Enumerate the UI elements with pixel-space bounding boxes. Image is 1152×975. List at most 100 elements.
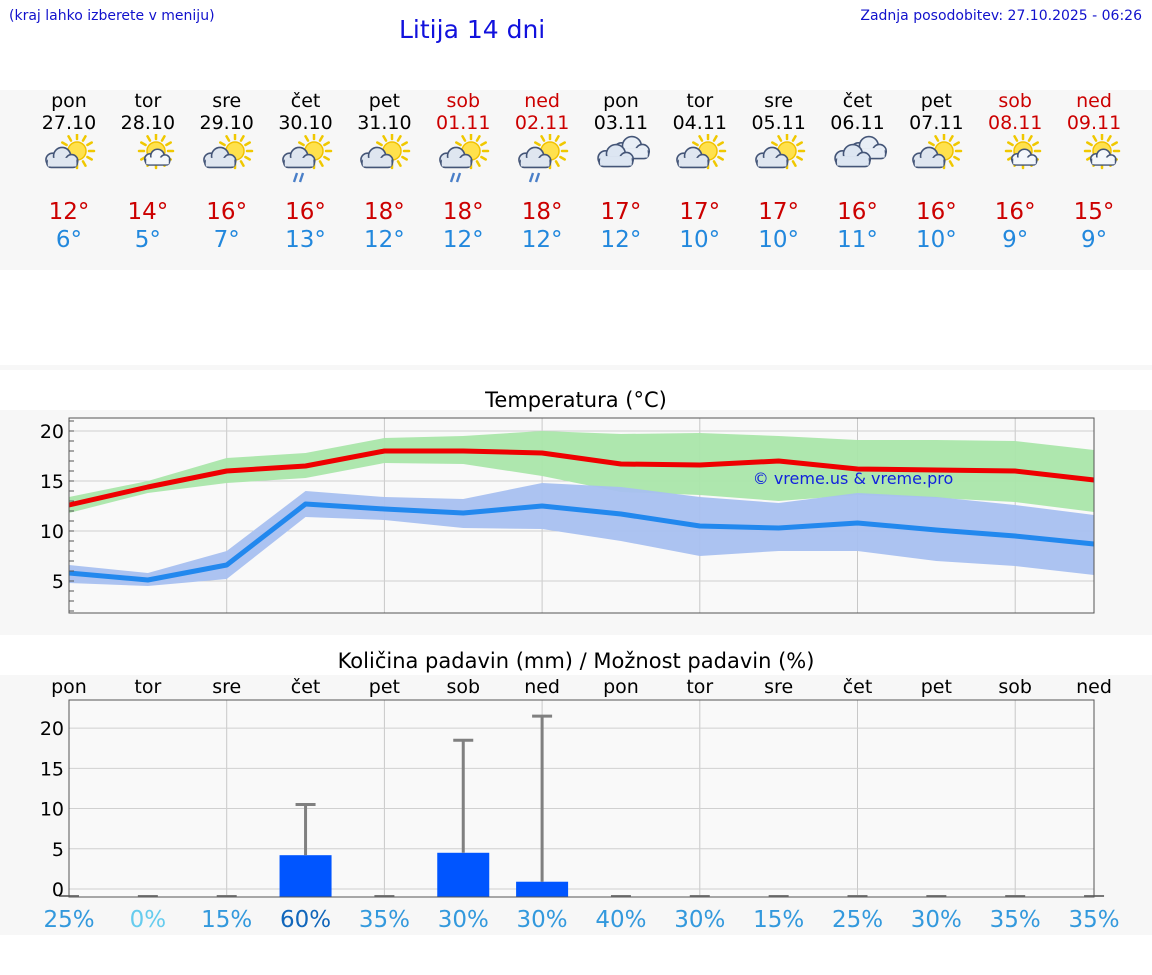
cloud-fill xyxy=(520,157,550,167)
partly-cloudy-icon xyxy=(754,134,805,170)
max-temperature: 16° xyxy=(915,199,957,225)
sun-ray xyxy=(81,160,87,167)
day-date: 04.11 xyxy=(672,112,727,134)
sun-ray xyxy=(461,135,467,142)
rain-drop xyxy=(298,172,304,183)
precipitation-chart: 0 5 10 15 20 pon tor sre čet pet sob ned pon tor sre če… xyxy=(40,676,1120,933)
x-category-label: čet xyxy=(291,676,321,698)
sun-ray xyxy=(303,135,309,142)
sun-ray xyxy=(318,160,324,167)
y-tick-label: 5 xyxy=(52,839,64,861)
cloud-shape xyxy=(597,143,634,168)
sun-ray xyxy=(691,141,699,147)
day-name: pet xyxy=(368,90,400,112)
day-name: čet xyxy=(290,90,321,112)
sun-ray xyxy=(554,160,560,167)
day-date: 07.11 xyxy=(909,112,964,134)
sun-ray xyxy=(86,155,93,161)
day-name: sre xyxy=(212,90,242,112)
x-category-label: ned xyxy=(1076,676,1112,698)
day-date: 31.10 xyxy=(357,112,412,134)
sun-ray xyxy=(953,141,961,147)
sun-ray xyxy=(559,141,567,147)
sun-ray xyxy=(716,141,724,147)
plot-frame xyxy=(68,699,1095,898)
day-name: sre xyxy=(764,90,794,112)
precip-chance-label: 30% xyxy=(911,907,962,933)
y-tick-label: 15 xyxy=(40,471,64,493)
series-line xyxy=(68,501,1095,583)
cloudy-icon xyxy=(833,135,887,168)
sun-ray xyxy=(1027,135,1033,142)
sun-ray xyxy=(401,141,409,147)
sun-ray xyxy=(1092,135,1098,142)
sun-ray xyxy=(934,135,940,142)
day-date: 29.10 xyxy=(199,112,254,134)
rain-drop xyxy=(456,172,462,183)
x-category-label: ned xyxy=(524,676,560,698)
sun-ray xyxy=(139,141,147,147)
cloud-shape xyxy=(439,146,473,169)
day-name: pet xyxy=(920,90,952,112)
precip-chance-label: 40% xyxy=(595,907,646,933)
min-temperature: 7° xyxy=(213,227,240,253)
cloud-shape xyxy=(281,146,316,169)
min-temperature: 9° xyxy=(1080,227,1108,253)
sun-ray xyxy=(376,141,384,147)
cloud-fill xyxy=(47,157,77,167)
rain-drop xyxy=(450,172,456,183)
partly-cloudy-rain-icon xyxy=(281,134,332,183)
sun-ray xyxy=(712,160,718,167)
day-name: pon xyxy=(51,90,87,112)
day-date: 08.11 xyxy=(987,112,1043,134)
sun-ray xyxy=(953,155,961,161)
sun-ray xyxy=(239,135,245,142)
x-category-label: pet xyxy=(369,676,400,698)
sun-cloud-icon xyxy=(137,134,175,170)
max-temperature: 12° xyxy=(48,199,90,225)
sun-ray xyxy=(1106,135,1112,142)
last-updated: Zadnja posodobitev: 27.10.2025 - 06:26 xyxy=(860,8,1142,24)
sun-ray xyxy=(791,160,797,167)
sun-ray xyxy=(476,160,481,167)
sun-ray xyxy=(318,135,324,142)
partly-cloudy-icon xyxy=(675,134,727,170)
max-temperature: 16° xyxy=(837,199,878,225)
sun-ray xyxy=(1032,141,1040,147)
sun-ray xyxy=(224,135,230,142)
sun-ray xyxy=(480,141,488,147)
sun-ray xyxy=(791,135,797,142)
day-date: 01.11 xyxy=(436,112,491,134)
x-category-label: sre xyxy=(764,676,793,698)
day-name: tor xyxy=(134,90,162,112)
cloud-fill xyxy=(852,148,885,158)
sun-ray xyxy=(480,155,488,161)
x-category-label: tor xyxy=(686,676,713,698)
max-temperature: 16° xyxy=(206,199,248,225)
day-name: tor xyxy=(686,90,714,112)
sun-ray xyxy=(534,141,541,147)
max-temperature: 17° xyxy=(600,199,642,225)
precip-chance-label: 35% xyxy=(990,907,1041,933)
day-date: 28.10 xyxy=(120,112,176,134)
cloud-shape xyxy=(675,146,710,169)
precipitation-chart-title: Količina padavin (mm) / Možnost padavin … xyxy=(337,649,815,673)
watermark: © vreme.us & vreme.pro xyxy=(753,469,954,488)
precip-chance-label: 60% xyxy=(280,907,331,933)
precip-chance-label: 15% xyxy=(201,907,252,933)
precip-chance-label: 0% xyxy=(130,907,167,933)
cloud-fill xyxy=(678,157,708,167)
min-temperature: 12° xyxy=(600,227,642,253)
sun-ray xyxy=(397,160,403,167)
cloud-fill xyxy=(836,156,869,166)
precip-chance-label: 35% xyxy=(1068,907,1119,933)
x-category-label: čet xyxy=(843,676,873,698)
sun-ray xyxy=(164,141,172,147)
cloud-fill xyxy=(1092,157,1115,165)
cloudy-icon xyxy=(597,135,650,168)
sun-ray xyxy=(712,135,718,142)
sun-ray xyxy=(559,155,567,161)
sun-cloud-icon xyxy=(1083,134,1121,170)
day-date: 27.10 xyxy=(41,112,97,134)
cloud-shape xyxy=(143,148,171,166)
